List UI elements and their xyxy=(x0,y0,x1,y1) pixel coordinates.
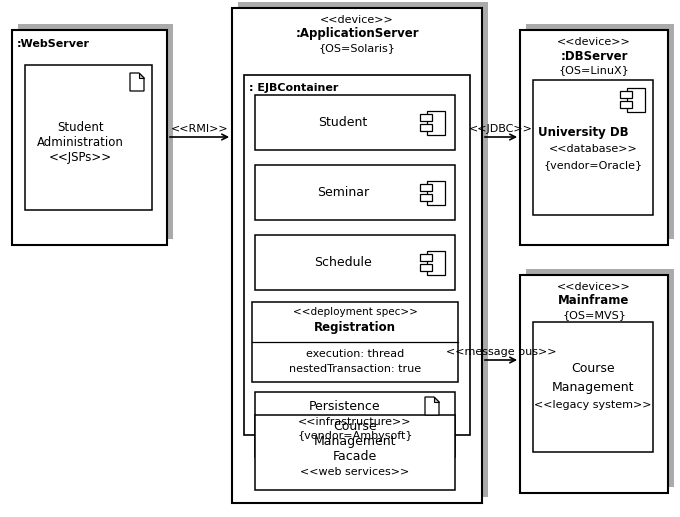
Text: <<device>>: <<device>> xyxy=(557,282,631,292)
Bar xyxy=(520,275,668,493)
Text: : EJBContainer: : EJBContainer xyxy=(249,83,339,93)
Text: Student: Student xyxy=(57,121,104,134)
Bar xyxy=(255,165,455,220)
Text: Schedule: Schedule xyxy=(314,256,372,269)
Bar xyxy=(255,95,455,150)
Text: <<device>>: <<device>> xyxy=(320,15,394,25)
Text: {OS=MVS}: {OS=MVS} xyxy=(562,310,626,320)
Bar xyxy=(252,302,458,382)
Text: <<deployment spec>>: <<deployment spec>> xyxy=(292,307,418,317)
Bar xyxy=(526,269,674,487)
Bar xyxy=(244,75,470,435)
Bar xyxy=(619,101,632,108)
Text: <<web services>>: <<web services>> xyxy=(301,467,409,477)
Bar xyxy=(420,184,432,190)
Polygon shape xyxy=(139,73,144,78)
Bar xyxy=(12,30,167,245)
Text: Course: Course xyxy=(333,420,377,433)
Text: :ApplicationServer: :ApplicationServer xyxy=(295,27,419,40)
Bar xyxy=(232,8,482,503)
Text: execution: thread: execution: thread xyxy=(306,349,404,359)
Text: nestedTransaction: true: nestedTransaction: true xyxy=(289,364,421,374)
Text: :DBServer: :DBServer xyxy=(560,50,628,63)
Text: Management: Management xyxy=(551,381,634,393)
Text: {OS=LinuX}: {OS=LinuX} xyxy=(559,65,630,75)
Text: Facade: Facade xyxy=(333,450,377,464)
Bar xyxy=(427,111,445,134)
Text: Course: Course xyxy=(571,362,615,375)
Text: {vendor=Oracle}: {vendor=Oracle} xyxy=(543,160,643,171)
Text: Management: Management xyxy=(313,435,396,449)
Text: <<message bus>>: <<message bus>> xyxy=(446,347,556,357)
Bar xyxy=(420,114,432,120)
Polygon shape xyxy=(425,397,439,415)
Bar xyxy=(420,124,432,130)
Text: {vendor=Ambysoft}: {vendor=Ambysoft} xyxy=(297,431,413,441)
Bar xyxy=(420,264,432,270)
Bar xyxy=(255,415,455,490)
Bar xyxy=(255,392,455,457)
Bar xyxy=(520,30,668,245)
Bar xyxy=(238,2,488,497)
Bar xyxy=(255,235,455,290)
Text: <<JSPs>>: <<JSPs>> xyxy=(49,151,112,164)
Bar xyxy=(619,91,632,98)
Polygon shape xyxy=(434,397,439,402)
Text: University DB: University DB xyxy=(538,126,628,139)
Text: <<legacy system>>: <<legacy system>> xyxy=(534,400,651,410)
Text: <<infrastructure>>: <<infrastructure>> xyxy=(299,417,412,427)
Bar xyxy=(427,251,445,275)
Bar xyxy=(627,88,645,112)
Text: Registration: Registration xyxy=(314,321,396,333)
Text: Administration: Administration xyxy=(37,136,124,149)
Bar xyxy=(533,322,653,452)
Text: <<database>>: <<database>> xyxy=(549,144,637,155)
Text: :WebServer: :WebServer xyxy=(17,39,90,49)
Bar xyxy=(420,193,432,201)
Text: <<JDBC>>: <<JDBC>> xyxy=(469,124,533,134)
Bar xyxy=(420,253,432,261)
Text: Mainframe: Mainframe xyxy=(558,295,630,308)
Text: Seminar: Seminar xyxy=(317,186,369,199)
Text: <<RMI>>: <<RMI>> xyxy=(171,124,228,134)
Text: <<device>>: <<device>> xyxy=(557,37,631,47)
Text: Persistence: Persistence xyxy=(309,401,381,414)
Polygon shape xyxy=(130,73,144,91)
Text: Student: Student xyxy=(318,116,368,129)
Bar xyxy=(533,80,653,215)
Bar xyxy=(18,24,173,239)
Text: {OS=Solaris}: {OS=Solaris} xyxy=(318,43,396,53)
Bar xyxy=(25,65,152,210)
Bar xyxy=(526,24,674,239)
Bar xyxy=(427,180,445,205)
